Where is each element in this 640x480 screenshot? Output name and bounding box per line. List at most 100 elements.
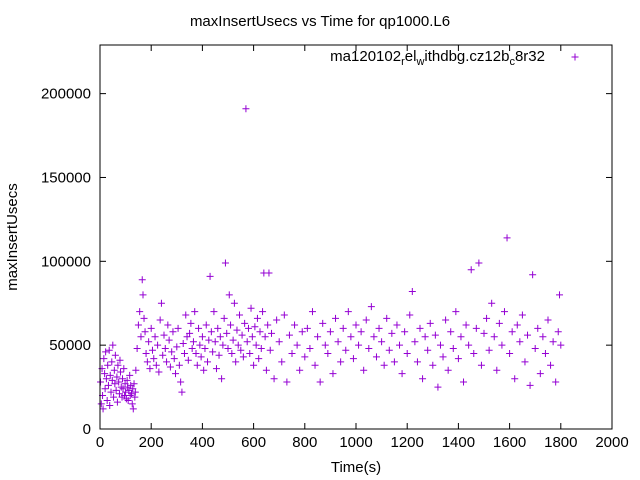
data-point [134,321,142,329]
data-point [265,269,273,277]
data-point [436,341,444,349]
data-point [150,355,158,363]
data-point [147,324,155,332]
data-point [365,345,373,353]
data-point [164,321,172,329]
data-point [215,351,223,359]
data-point [160,331,168,339]
data-point [169,328,177,336]
data-point [182,311,190,319]
data-point [557,341,565,349]
data-point [334,338,342,346]
data-point [184,356,192,364]
data-point [342,346,350,354]
data-point [111,380,119,388]
data-point [329,370,337,378]
data-point [385,346,393,354]
data-point [115,378,123,386]
data-point [278,358,286,366]
data-point [143,358,151,366]
data-point [431,331,439,339]
data-point [434,383,442,391]
y-tick-label: 200000 [41,86,91,103]
data-point [250,361,258,369]
data-point [159,351,167,359]
data-point [104,381,112,389]
data-point [122,388,130,396]
data-point [189,338,197,346]
data-point [105,346,113,354]
data-point [344,308,352,316]
data-point [337,358,345,366]
data-point [165,336,173,344]
data-point [411,338,419,346]
x-tick-label: 800 [292,434,317,451]
data-point [106,371,114,379]
chart-title: maxInsertUsecs vs Time for qp1000.L6 [190,13,450,30]
data-point [113,373,121,381]
data-point [113,398,121,406]
data-point [408,287,416,295]
data-point [314,333,322,341]
data-point [151,333,159,341]
data-points [97,105,565,413]
data-point [163,358,171,366]
data-point [180,350,188,358]
data-point [146,365,154,373]
data-point [188,345,196,353]
y-tick-label: 150000 [41,169,91,186]
data-point [503,234,511,242]
data-point [123,376,131,384]
data-point [521,358,529,366]
data-point [321,341,329,349]
data-point [175,361,183,369]
data-point [173,343,181,351]
data-point [311,361,319,369]
data-point [349,355,357,363]
data-point [442,316,450,324]
data-point [472,324,480,332]
data-point [104,361,112,369]
data-point [195,324,203,332]
data-point [197,353,205,361]
data-point [460,378,468,386]
data-point [114,361,122,369]
data-point [204,358,212,366]
data-point [421,333,429,341]
data-point [205,336,213,344]
data-point [172,370,180,378]
data-point [439,353,447,361]
data-point [138,276,146,284]
data-point [108,358,116,366]
data-point [401,328,409,336]
data-point [100,355,108,363]
data-point [119,375,127,383]
data-point [211,338,219,346]
data-point [480,329,488,337]
data-point [161,345,169,353]
data-point [242,105,250,113]
data-point [166,363,174,371]
data-point [97,378,105,386]
data-point [549,338,557,346]
legend-marker-plus [571,53,579,61]
data-point [539,333,547,341]
data-point [218,375,226,383]
data-point [137,333,145,341]
data-point [131,393,139,401]
data-point [225,291,233,299]
data-point [116,368,124,376]
data-point [179,339,187,347]
data-point [398,370,406,378]
data-point [191,308,199,316]
data-point [396,341,404,349]
data-point [102,348,110,356]
data-point [470,350,478,358]
data-point [186,329,194,337]
y-tick-label: 100000 [41,253,91,270]
data-point [209,348,217,356]
y-tick-label: 50000 [49,337,91,354]
data-point [500,308,508,316]
